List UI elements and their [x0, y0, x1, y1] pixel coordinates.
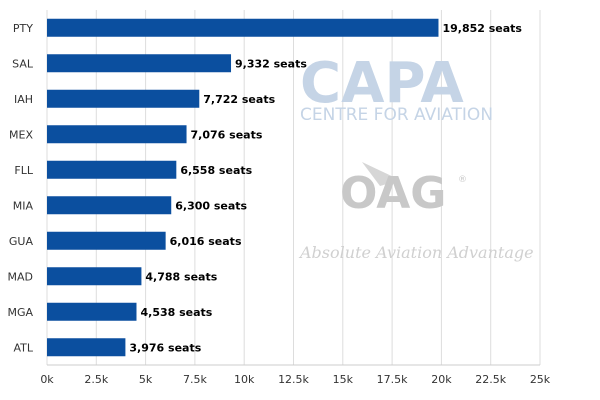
bar-sal — [47, 54, 232, 73]
x-tick-label: 10k — [234, 373, 255, 386]
bar-fll — [47, 160, 177, 179]
x-tick-label: 22.5k — [475, 373, 506, 386]
category-label: ATL — [13, 341, 33, 354]
data-label: 3,976 seats — [129, 341, 201, 354]
data-label: 4,788 seats — [145, 270, 217, 283]
x-tick-label: 5k — [139, 373, 153, 386]
x-tick-label: 17.5k — [377, 373, 408, 386]
x-axis-tick-labels: 0k 2.5k 5k 7.5k 10k 12.5k 15k 17.5k 20k 22.5k 25k — [40, 373, 550, 386]
x-tick-label: 20k — [431, 373, 452, 386]
bar-gua — [47, 231, 166, 250]
x-tick-label: 25k — [530, 373, 551, 386]
category-label: IAH — [14, 93, 33, 106]
bar-pty — [47, 18, 439, 37]
category-label: MEX — [9, 128, 33, 141]
data-label: 19,852 seats — [442, 22, 522, 35]
data-label: 6,558 seats — [180, 164, 252, 177]
oag-logo: OAG — [340, 168, 446, 219]
bars — [47, 18, 439, 357]
x-tick-label: 2.5k — [84, 373, 108, 386]
data-label: 7,076 seats — [191, 128, 263, 141]
x-tick-label: 12.5k — [278, 373, 309, 386]
category-label: MAD — [8, 270, 34, 283]
bar-mga — [47, 302, 137, 321]
bar-mad — [47, 267, 142, 286]
data-label: 7,722 seats — [203, 93, 275, 106]
oag-swoosh-icon — [362, 162, 400, 186]
bar-mex — [47, 125, 187, 144]
category-labels: PTY SAL IAH MEX FLL MIA GUA MAD MGA ATL — [7, 22, 33, 355]
data-label: 4,538 seats — [140, 306, 212, 319]
category-label: PTY — [13, 22, 33, 35]
x-tick-label: 15k — [333, 373, 354, 386]
oag-registered-mark: ® — [458, 175, 467, 185]
capa-logo: CAPA — [300, 51, 464, 116]
data-label: 6,016 seats — [170, 235, 242, 248]
category-label: GUA — [9, 235, 34, 248]
data-labels: 19,852 seats 9,332 seats 7,722 seats 7,076 … — [129, 22, 522, 355]
x-tick-label: 0k — [40, 373, 54, 386]
category-label: MGA — [7, 306, 33, 319]
data-label: 6,300 seats — [175, 199, 247, 212]
bar-iah — [47, 89, 200, 108]
bar-atl — [47, 338, 126, 357]
oag-tagline: Absolute Aviation Advantage — [298, 243, 534, 262]
category-label: MIA — [13, 199, 34, 212]
x-tick-label: 7.5k — [183, 373, 207, 386]
category-label: FLL — [14, 164, 33, 177]
watermark-logos: CAPA CENTRE FOR AVIATION OAG ® Absolute … — [298, 51, 534, 262]
capa-tagline: CENTRE FOR AVIATION — [300, 105, 493, 125]
data-label: 9,332 seats — [235, 57, 307, 70]
category-label: SAL — [12, 57, 34, 70]
bar-mia — [47, 196, 172, 215]
